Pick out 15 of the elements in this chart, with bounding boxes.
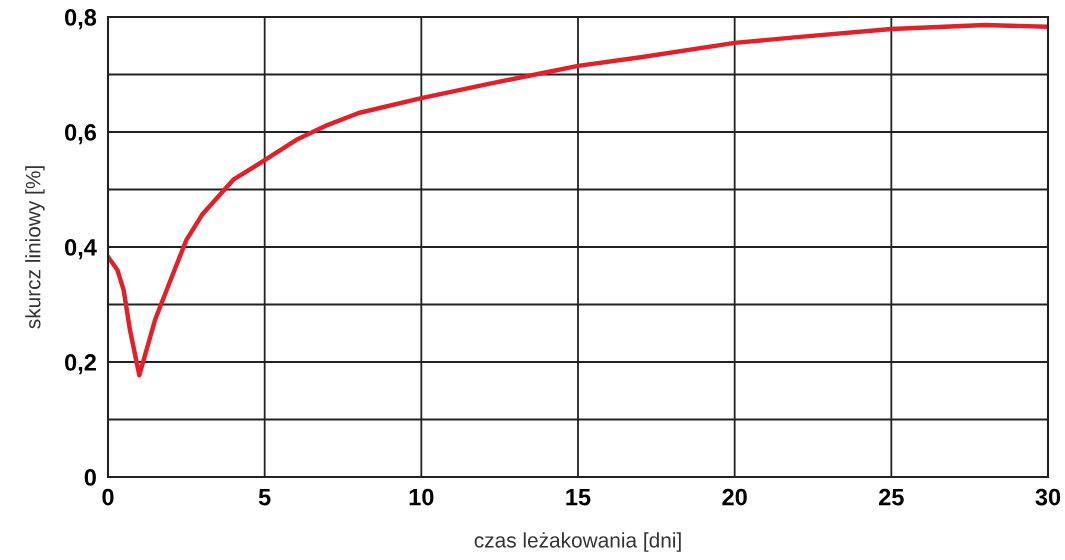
x-tick-label: 5 bbox=[258, 488, 271, 506]
y-tick-label: 0 bbox=[84, 469, 96, 486]
x-axis-title: czas leżakowania [dni] bbox=[474, 532, 681, 552]
x-tick-label: 25 bbox=[879, 488, 904, 506]
y-tick-label: 0,2 bbox=[65, 354, 96, 375]
x-tick-label: 20 bbox=[722, 488, 747, 506]
y-tick-label: 0,8 bbox=[65, 9, 97, 30]
x-tick-label: 15 bbox=[566, 488, 591, 506]
x-tick-label: 30 bbox=[1035, 488, 1061, 506]
x-tick-label: 0 bbox=[102, 488, 114, 506]
y-tick-label: 0,4 bbox=[65, 239, 97, 260]
line-series bbox=[108, 22, 1048, 378]
y-axis-title: skurcz liniowy [%] bbox=[25, 166, 45, 329]
x-tick-label: 10 bbox=[409, 488, 434, 506]
y-tick-label: 0,6 bbox=[65, 124, 97, 145]
